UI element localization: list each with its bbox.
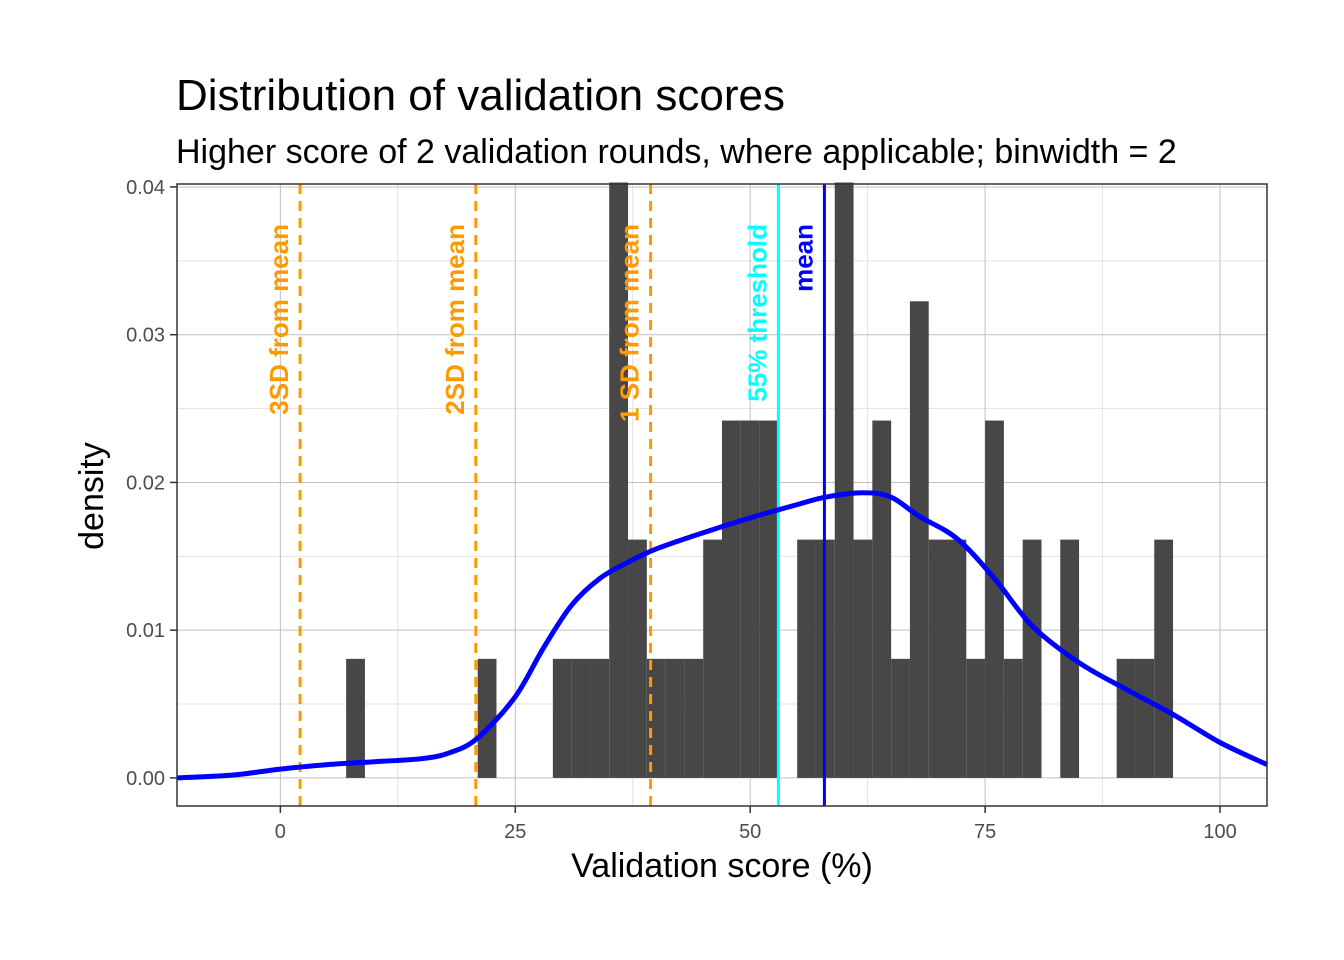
reference-lines	[298, 184, 826, 806]
histogram-bar	[1022, 539, 1042, 778]
histogram-bar	[740, 420, 760, 778]
histogram-bar	[891, 658, 910, 778]
histogram-bar	[759, 420, 779, 778]
chart-title: Distribution of validation scores	[176, 71, 785, 120]
histogram-bar	[834, 182, 854, 778]
y-axis-label: density	[73, 442, 111, 550]
density-curve	[176, 490, 1269, 781]
x-tick-label: 25	[504, 821, 526, 843]
panel-border	[176, 183, 1268, 807]
histogram-bar	[1154, 539, 1174, 778]
y-tick-label: 0.00	[126, 768, 165, 790]
y-tick-label: 0.01	[126, 620, 165, 642]
histogram-bar	[1116, 658, 1136, 778]
histogram-bars	[346, 182, 1174, 778]
histogram-bar	[853, 539, 873, 778]
y-tick-label: 0.03	[126, 325, 165, 347]
x-tick-label: 100	[1203, 821, 1236, 843]
reference-line-label: 1 SD from mean	[615, 224, 645, 422]
reference-line-label: 3SD from mean	[264, 224, 294, 415]
density-curve-layer	[176, 490, 1269, 781]
histogram-bar	[797, 539, 816, 778]
histogram-bar	[947, 539, 967, 778]
x-tick-label: 0	[275, 821, 286, 843]
x-axis-ticks: 0 25 50 75 100	[275, 806, 1237, 843]
histogram-bar	[703, 539, 722, 778]
x-tick-label: 75	[974, 821, 996, 843]
histogram-bar	[609, 182, 629, 778]
reference-line-label: mean	[788, 224, 818, 292]
histogram-bar	[684, 658, 704, 778]
reference-line-labels: 3SD from mean 2SD from mean 1 SD from mean…	[264, 224, 818, 422]
histogram-bar	[1135, 658, 1155, 778]
histogram-bar	[966, 658, 986, 778]
histogram-bar	[665, 658, 685, 778]
histogram-bar	[628, 539, 647, 778]
histogram-bar	[985, 420, 1004, 778]
histogram-bar	[928, 539, 948, 778]
x-axis-label: Validation score (%)	[571, 847, 873, 885]
histogram-bar	[1003, 658, 1023, 778]
reference-line-label: 55% threshold	[742, 224, 772, 402]
histogram-bar	[909, 301, 929, 778]
y-axis-ticks: 0.00 0.01 0.02 0.03 0.04	[126, 177, 177, 790]
y-tick-label: 0.02	[126, 472, 165, 494]
x-tick-label: 50	[739, 821, 761, 843]
histogram-bar	[571, 658, 591, 778]
histogram-bar	[552, 658, 572, 778]
histogram-bar	[722, 420, 741, 778]
y-tick-label: 0.04	[126, 177, 165, 199]
chart-subtitle: Higher score of 2 validation rounds, whe…	[176, 133, 1177, 171]
histogram-bar	[872, 420, 892, 778]
histogram-bar	[346, 658, 365, 778]
histogram-bar	[477, 658, 497, 778]
reference-line-label: 2SD from mean	[440, 224, 470, 415]
histogram-bar	[590, 658, 610, 778]
